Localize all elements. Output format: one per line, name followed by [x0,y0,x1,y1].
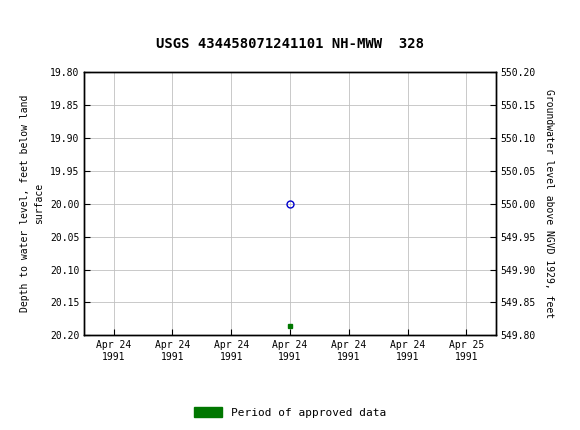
Y-axis label: Depth to water level, feet below land
surface: Depth to water level, feet below land su… [20,95,44,312]
Text: USGS: USGS [55,9,110,27]
Legend: Period of approved data: Period of approved data [190,403,390,422]
Text: USGS 434458071241101 NH-MWW  328: USGS 434458071241101 NH-MWW 328 [156,37,424,52]
Y-axis label: Groundwater level above NGVD 1929, feet: Groundwater level above NGVD 1929, feet [545,89,554,318]
